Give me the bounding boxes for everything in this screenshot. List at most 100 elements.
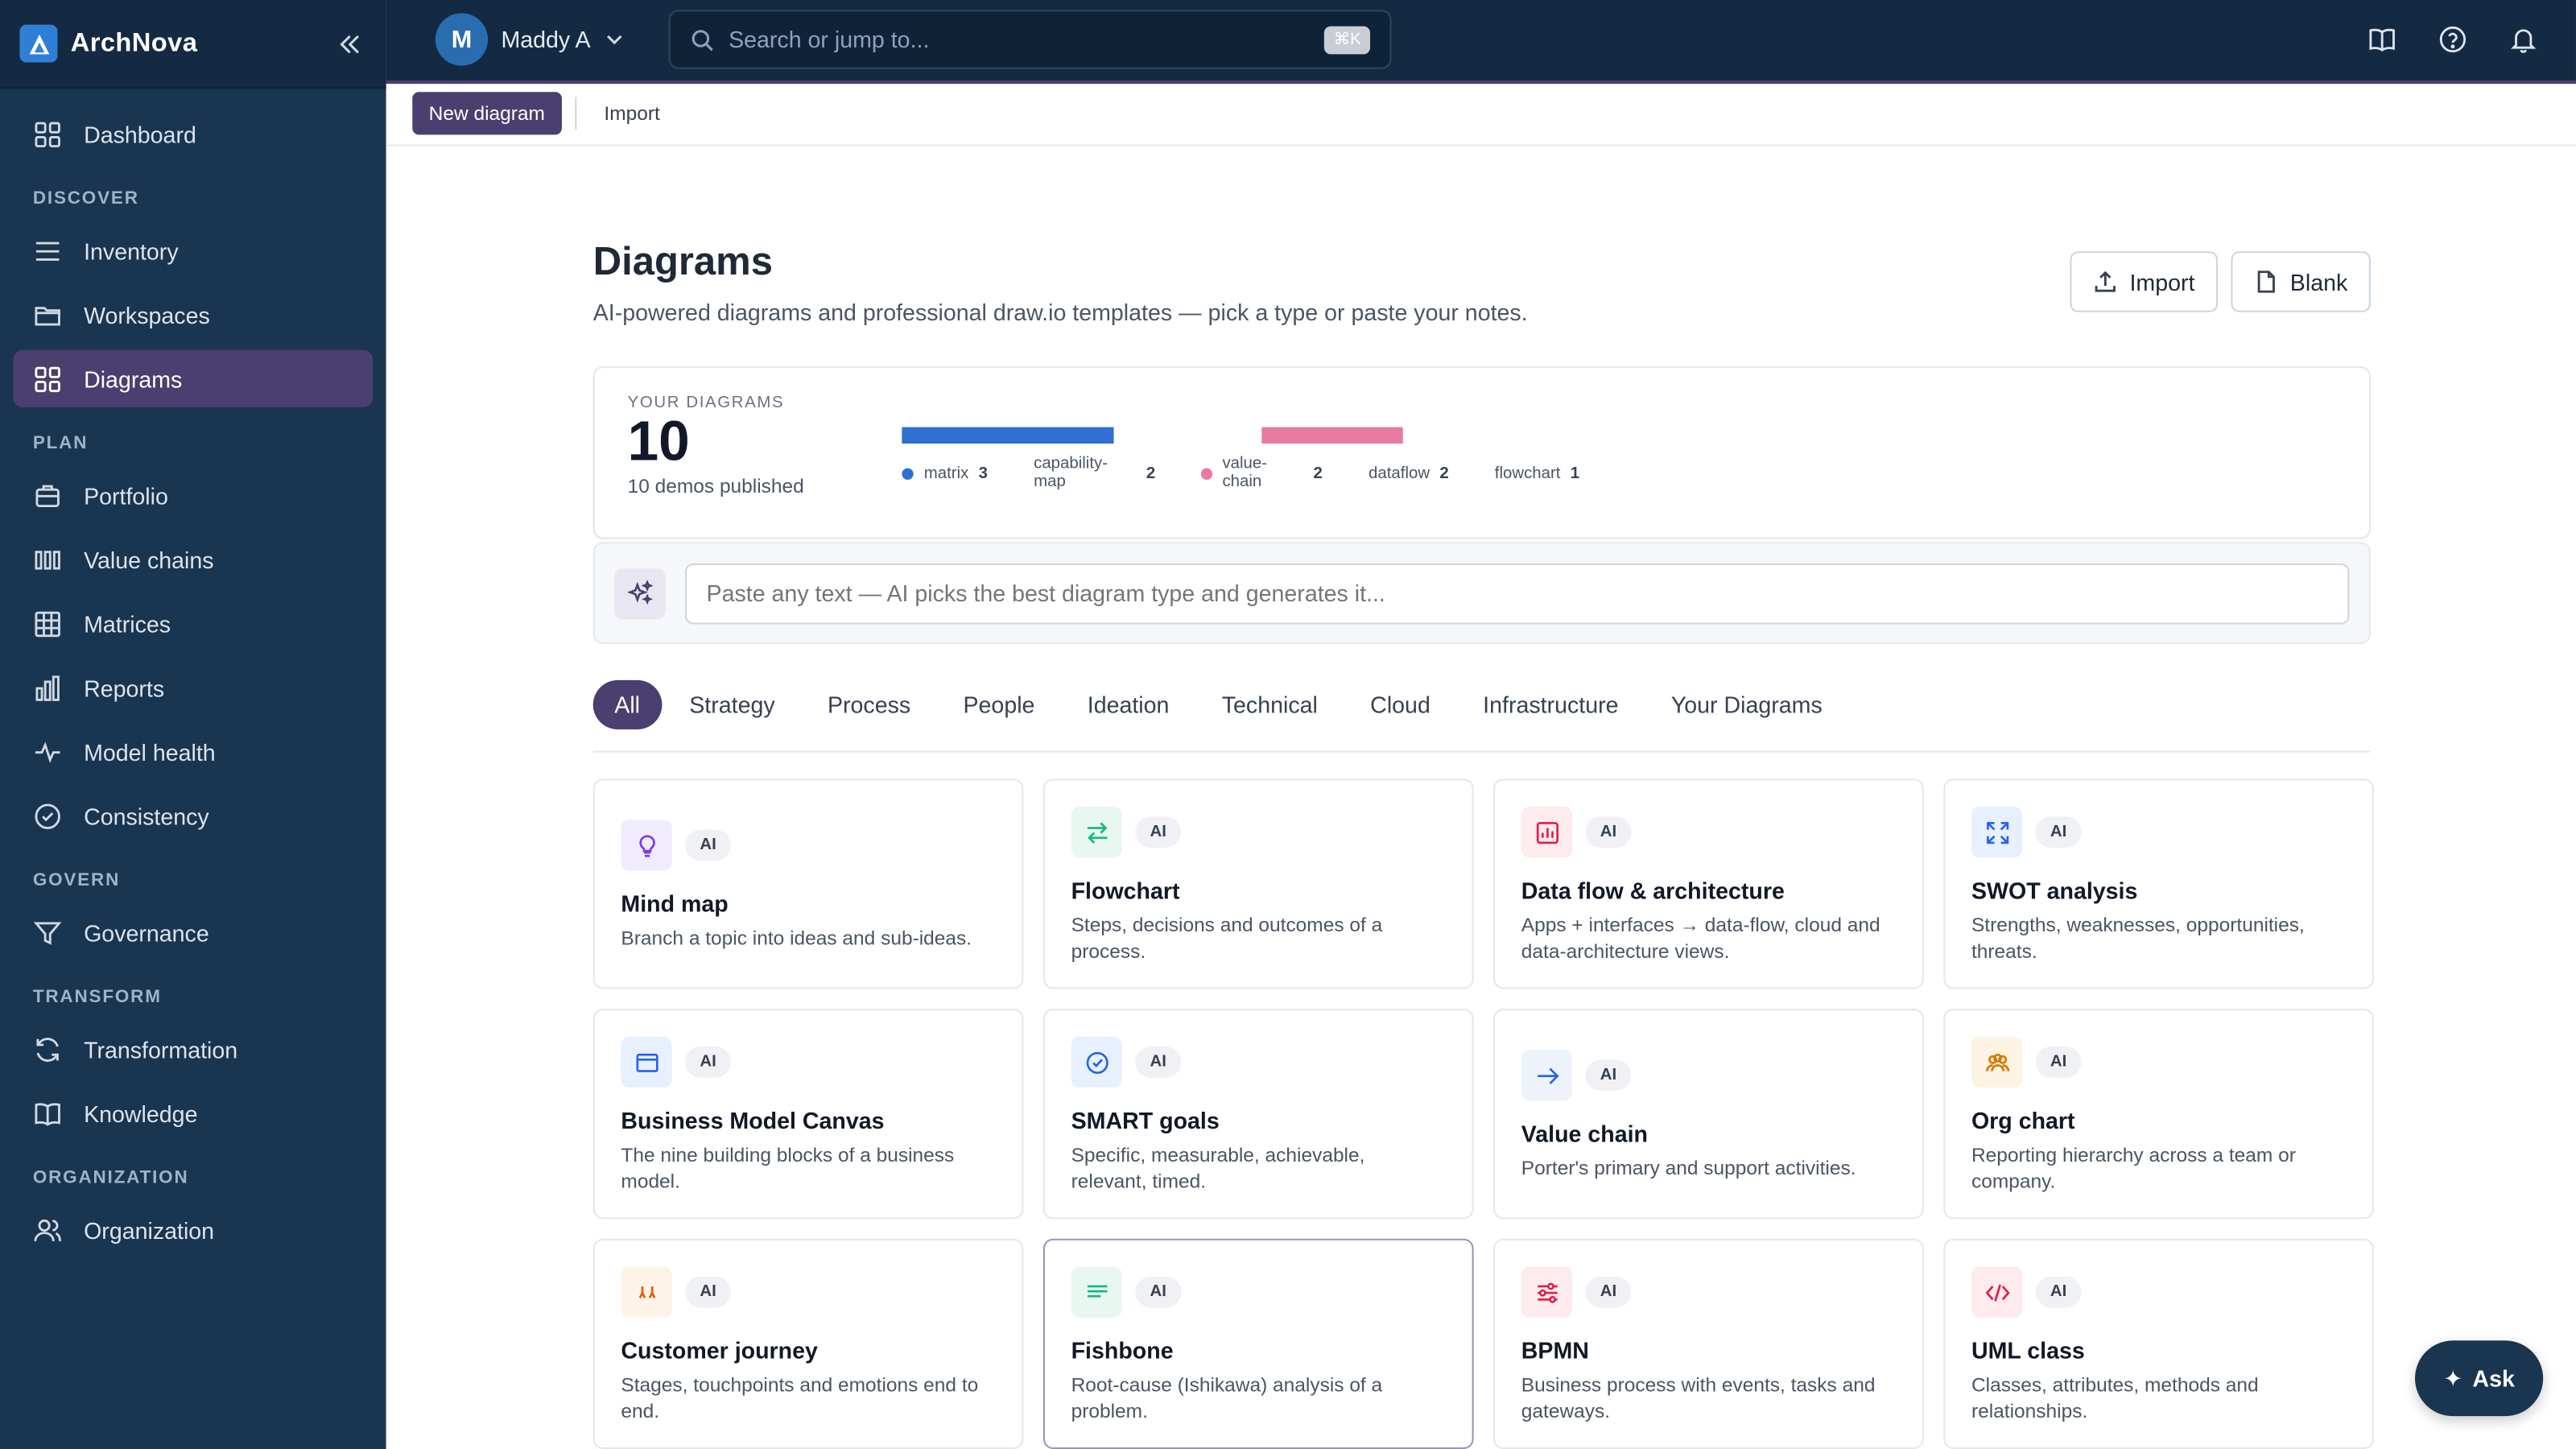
sidebar-item-matrices[interactable]: Matrices [13,595,373,652]
legend-label: matrix [923,464,969,482]
card-title: Data flow & architecture [1521,877,1785,904]
tab-process[interactable]: Process [827,691,911,718]
search-icon [692,29,714,51]
sidebar-item-organization[interactable]: Organization [13,1201,373,1258]
stats-bar [902,427,1625,444]
sidebar-item-knowledge[interactable]: Knowledge [13,1084,373,1141]
tab-infrastructure[interactable]: Infrastructure [1483,691,1619,718]
category-tabs: All Strategy Process People Ideation Technica… [592,679,2371,753]
stats-legend-item: capability-map 2 [1034,455,1155,491]
sidebar-section-govern: GOVERN [32,870,121,891]
stats-bar-segment-dataflow [1403,427,1546,444]
sidebar-item-transformation[interactable]: Transformation [13,1020,373,1077]
card-title: Business Model Canvas [621,1107,885,1134]
search-shortcut: ⌘K [1323,26,1372,54]
diagram-card[interactable]: AI SMART goals Specific, measurable, achie… [1042,1009,1474,1220]
diagram-card[interactable]: AI Flowchart Steps, decisions and outcomes… [1042,778,1474,989]
diagram-card[interactable]: AI UML class Classes, attributes, methods … [1943,1238,2374,1449]
stats-bar-segment-flowchart [1525,427,1596,444]
diagram-card[interactable]: AI Business Model Canvas The nine building… [592,1009,1024,1220]
chart-icon [1521,807,1573,858]
diagram-card[interactable]: AI SWOT analysis Strengths, weaknesses, op… [1943,778,2374,989]
briefcase-icon [35,484,60,506]
arrows-swap-icon [1071,807,1122,858]
card-title: Value chain [1521,1120,1649,1147]
card-title: Flowchart [1071,877,1180,904]
user-menu[interactable]: M Maddy A [435,13,627,67]
sidebar-item-label: Value chains [84,546,214,573]
ai-badge: AI [685,829,732,861]
diagram-card[interactable]: AI Value chain Porter's primary and suppor… [1493,1009,1924,1220]
tab-strategy[interactable]: Strategy [689,691,775,718]
collapse-sidebar-icon[interactable] [333,27,366,60]
sidebar-section-transform: TRANSFORM [32,987,162,1008]
card-description: Stages, touchpoints and emotions end to … [621,1373,979,1423]
tab-all[interactable]: All [592,679,662,730]
sidebar-item-diagrams[interactable]: Diagrams [13,349,374,408]
bell-icon[interactable] [2507,23,2540,56]
card-title: BPMN [1521,1337,1589,1364]
tab-people[interactable]: People [963,691,1035,718]
sidebar-item-portfolio[interactable]: Portfolio [13,467,373,524]
sidebar-item-workspaces[interactable]: Workspaces [13,286,373,343]
card-description: Strengths, weaknesses, opportunities, th… [1971,913,2305,963]
brand-name: ArchNova [70,28,198,57]
sidebar-item-governance[interactable]: Governance [13,903,373,960]
diagram-card[interactable]: AI Data flow & architecture Apps + interfa… [1493,778,1924,989]
card-header: AI [1521,1050,1896,1101]
legend-dot [1201,467,1213,479]
brand: ArchNova [0,0,386,89]
sidebar-item-inventory[interactable]: Inventory [13,222,373,279]
tab-ideation[interactable]: Ideation [1087,691,1170,718]
new-diagram-button[interactable]: New diagram [412,92,562,135]
diagram-card[interactable]: AI Customer journey Stages, touchpoints an… [592,1238,1024,1449]
sidebar-item-dashboard[interactable]: Dashboard [13,105,373,163]
diagram-card[interactable]: AI BPMN Business process with events, task… [1493,1238,1924,1449]
pulse-icon [35,741,60,762]
toolbar: New diagram Import [386,83,2576,147]
help-icon[interactable] [2437,23,2470,56]
card-description: Reporting hierarchy across a team or com… [1971,1143,2296,1193]
ai-text-input[interactable] [685,562,2350,624]
card-description: The nine building blocks of a business m… [621,1143,955,1193]
tab-your-diagrams[interactable]: Your Diagrams [1670,691,1823,718]
stats-subtext: 10 demos published [627,474,804,498]
sidebar-section-plan: PLAN [32,433,89,454]
stats-legend-item: value-chain 2 [1201,455,1323,491]
card-header: AI [621,819,995,871]
blank-button-label: Blank [2289,268,2348,295]
book-icon[interactable] [2366,23,2399,56]
sidebar-item-value-chains[interactable]: Value chains [13,530,373,588]
sidebar-item-reports[interactable]: Reports [13,658,373,716]
stats-legend-item: dataflow 2 [1368,464,1449,482]
sidebar-item-label: Governance [84,919,209,946]
tab-technical[interactable]: Technical [1221,691,1318,718]
diagram-card[interactable]: AI Org chart Reporting hierarchy across a … [1943,1009,2374,1220]
lightbulb-icon [621,819,672,871]
sidebar-item-label: Inventory [84,237,179,264]
card-description: Classes, attributes, methods and relatio… [1971,1373,2259,1423]
sidebar-item-label: Model health [84,738,216,765]
avatar: M [435,13,489,67]
sidebar-section-discover: DISCOVER [32,188,139,209]
upload-icon [2095,270,2116,292]
card-title: Org chart [1971,1107,2075,1134]
sidebar-nav: Dashboard DISCOVER Inventory Workspaces … [0,89,386,1282]
toolbar-import-button[interactable]: Import [604,102,660,126]
ask-button[interactable]: ✦ Ask [2414,1340,2544,1417]
sidebar-item-consistency[interactable]: Consistency [13,787,373,844]
tab-cloud[interactable]: Cloud [1370,691,1430,718]
page-header: Diagrams AI-powered diagrams and profess… [593,240,2371,325]
import-button[interactable]: Import [2070,251,2219,312]
search-input[interactable]: Search or jump to... ⌘K [669,10,1393,70]
ai-badge: AI [2035,816,2082,848]
card-description: Branch a topic into ideas and sub-ideas. [621,927,972,950]
diagram-card[interactable]: AI Fishbone Root-cause (Ishikawa) analysis… [1042,1238,1474,1449]
sidebar-item-model-health[interactable]: Model health [13,723,373,780]
card-header: AI [1971,1266,2346,1318]
ai-badge: AI [685,1276,732,1308]
ai-badge: AI [685,1046,732,1078]
blank-button[interactable]: Blank [2231,251,2371,312]
diagram-card[interactable]: AI Mind map Branch a topic into ideas and … [592,778,1024,989]
ai-badge: AI [2035,1046,2082,1078]
